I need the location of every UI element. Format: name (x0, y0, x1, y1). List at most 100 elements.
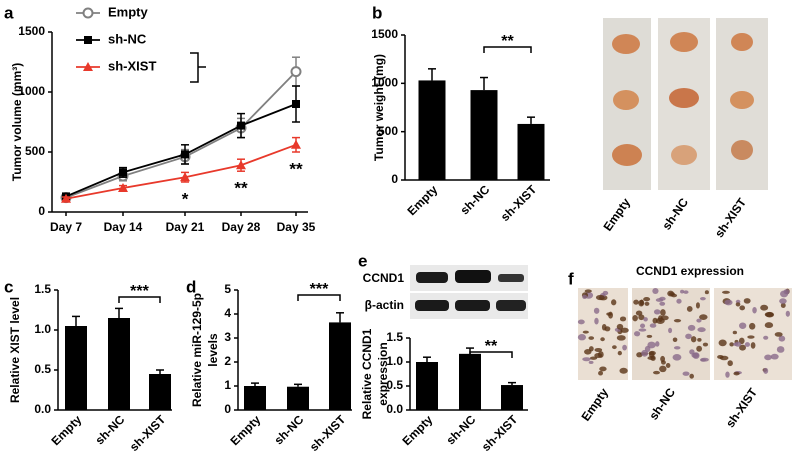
nucleus (743, 298, 751, 304)
y-axis-label: expression (376, 342, 390, 405)
nucleus (660, 315, 669, 321)
nucleus (635, 310, 643, 316)
nucleus (739, 344, 746, 351)
error-bar (294, 383, 302, 387)
nucleus (696, 318, 702, 323)
nucleus (600, 337, 605, 342)
nucleus (700, 297, 706, 301)
y-tick-label: 1000 (371, 76, 398, 90)
nucleus (735, 302, 741, 307)
significance: * (182, 189, 189, 208)
nucleus (733, 342, 738, 346)
nucleus (699, 314, 708, 320)
nucleus (644, 345, 651, 353)
nucleus (697, 327, 706, 333)
bar (244, 386, 266, 410)
y-axis-label: Relative miR-129-5p (190, 293, 204, 407)
point (292, 100, 300, 108)
x-tick-label: sh-XIST (307, 412, 349, 454)
y-tick-label: 0.0 (386, 402, 403, 416)
nucleus (747, 335, 755, 339)
image-label: Empty (601, 195, 634, 233)
panel-label: b (372, 3, 382, 22)
error-bar (527, 116, 535, 124)
panel-label: e (358, 251, 367, 270)
significance: *** (130, 283, 149, 300)
nucleus (639, 323, 646, 329)
nucleus (697, 338, 702, 342)
x-tick-label: sh-XIST (479, 412, 521, 454)
nucleus (732, 330, 738, 335)
y-tick-label: 0.5 (34, 362, 51, 376)
y-tick-label: 1 (224, 378, 231, 392)
nucleus (727, 360, 733, 367)
nucleus (739, 322, 747, 329)
point (291, 139, 301, 149)
x-tick-label: sh-NC (271, 412, 306, 447)
y-tick-label: 5 (224, 282, 231, 296)
y-tick-label: 0.0 (34, 402, 51, 416)
nucleus (584, 348, 592, 355)
image-label: sh-XIST (712, 195, 749, 240)
nucleus (682, 371, 690, 376)
nucleus (668, 327, 673, 334)
tumor-photos (603, 18, 768, 190)
nucleus (673, 318, 682, 323)
nucleus (593, 307, 600, 314)
bar (108, 318, 130, 410)
point (83, 62, 93, 71)
nucleus (659, 301, 666, 306)
nucleus (643, 317, 648, 322)
y-tick-label: 500 (25, 144, 45, 158)
nucleus (687, 324, 696, 331)
nucleus (643, 296, 651, 302)
point (290, 66, 302, 78)
nucleus (776, 346, 785, 353)
nucleus (770, 353, 779, 360)
y-axis-label: Relative XIST level (8, 297, 22, 403)
point (82, 7, 94, 19)
nucleus (660, 309, 666, 316)
nucleus (739, 305, 746, 311)
nucleus (619, 316, 627, 322)
nucleus (599, 366, 607, 372)
nucleus (638, 328, 647, 332)
nucleus (620, 327, 629, 333)
y-tick-label: 0 (391, 172, 398, 186)
panel-label: d (186, 277, 196, 296)
significance: ** (234, 179, 248, 198)
nucleus (632, 314, 638, 322)
nucleus (644, 301, 650, 306)
x-tick-label: sh-XIST (498, 182, 540, 224)
nucleus (655, 298, 664, 302)
legend-label: Empty (108, 4, 149, 19)
legend-bracket (190, 52, 206, 83)
x-tick-label: sh-NC (443, 412, 478, 447)
bar (65, 326, 87, 410)
nucleus (683, 290, 689, 294)
ihc-images (577, 288, 792, 380)
nucleus (725, 371, 730, 378)
bar (149, 374, 171, 410)
nucleus (724, 299, 733, 306)
panel-label: a (4, 3, 14, 22)
x-tick-label: Empty (228, 412, 264, 448)
nucleus (577, 334, 587, 341)
y-tick-label: 2 (224, 354, 231, 368)
nucleus (667, 290, 675, 297)
y-axis-label: Relative CCND1 (360, 328, 374, 419)
point (84, 36, 92, 44)
nucleus (601, 323, 607, 331)
nucleus (638, 314, 645, 321)
x-tick-label: sh-XIST (127, 412, 169, 454)
error-bar (115, 307, 123, 318)
nucleus (783, 289, 790, 295)
significance: ** (289, 159, 303, 178)
nucleus (760, 304, 769, 311)
nucleus (582, 357, 591, 362)
nucleus (750, 342, 756, 349)
blot-label: CCND1 (363, 271, 405, 285)
nucleus (594, 353, 603, 359)
legend-label: sh-XIST (108, 58, 156, 73)
